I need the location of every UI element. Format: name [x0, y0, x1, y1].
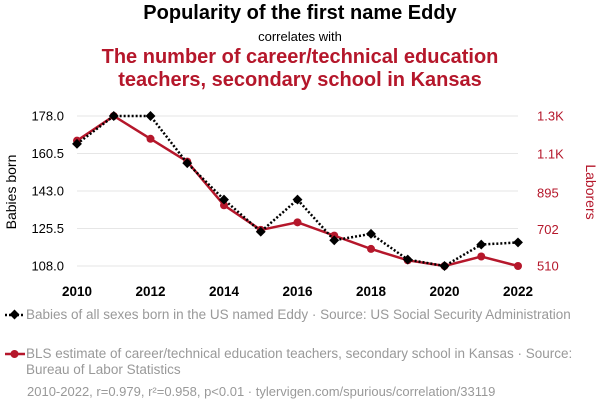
x-tick-label: 2014: [209, 284, 240, 299]
series-teachers-point: [477, 252, 486, 261]
x-tick-label: 2020: [429, 284, 459, 299]
series-eddy-point: [108, 111, 119, 121]
left-axis-label: Babies born: [3, 155, 19, 230]
series-eddy-point: [476, 239, 487, 250]
x-tick-label: 2010: [62, 284, 92, 299]
series-eddy-point: [513, 237, 523, 248]
series-teachers-point: [220, 201, 228, 210]
chart-connector: correlates with: [258, 29, 342, 44]
chart-title: Popularity of the first name Eddy: [143, 2, 457, 24]
series-eddy-point: [366, 228, 376, 239]
chart-subtitle-line2: teachers, secondary school in Kansas: [118, 69, 482, 91]
series-eddy-point: [329, 235, 340, 246]
left-tick-label: 108.0: [31, 259, 64, 274]
series-teachers-point: [514, 262, 522, 270]
series-eddy: [72, 111, 523, 271]
chart-subtitle-line1: The number of career/technical education: [101, 46, 499, 68]
x-tick-label: 2012: [135, 284, 165, 299]
series-eddy-point: [182, 158, 193, 169]
x-tick-label: 2018: [356, 284, 387, 299]
left-axis-ticks: 108.0 125.5 143.0 160.5 178.0: [31, 109, 64, 274]
x-tick-label: 2022: [503, 284, 533, 299]
series-teachers-point: [146, 134, 155, 143]
right-tick-label: 510: [537, 259, 559, 274]
right-tick-label: 1.3K: [537, 109, 564, 124]
series-eddy-point: [145, 111, 156, 121]
x-tick-label: 2016: [282, 284, 313, 299]
left-tick-label: 125.5: [31, 221, 64, 236]
legend-label-eddy: Babies of all sexes born in the US named…: [26, 307, 571, 322]
series-eddy-point: [439, 261, 450, 271]
left-tick-label: 178.0: [31, 109, 64, 124]
footer-stats: 2010-2022, r=0.979, r²=0.958, p<0.01 · t…: [27, 384, 496, 399]
series-teachers-point: [293, 218, 302, 227]
chart-subtitle: The number of career/technical education…: [0, 46, 600, 92]
right-axis-ticks: 510 702 895 1.1K 1.3K: [537, 109, 564, 274]
series-eddy-point: [219, 194, 229, 205]
series-eddy-point: [292, 194, 303, 205]
right-tick-label: 895: [537, 185, 559, 200]
series-eddy-point: [255, 226, 266, 237]
gridlines: [77, 115, 518, 267]
left-tick-label: 160.5: [31, 146, 64, 161]
right-tick-label: 702: [537, 222, 559, 237]
series-teachers-point: [367, 244, 375, 253]
legend-marker-eddy: [5, 309, 25, 320]
legend-label-teachers: BLS estimate of career/technical educati…: [26, 346, 573, 377]
right-tick-label: 1.1K: [537, 146, 564, 161]
legend-marker-teachers: [5, 350, 25, 358]
series-eddy-point: [72, 138, 82, 149]
series-eddy-point: [402, 254, 413, 265]
right-axis-label: Laborers: [583, 164, 599, 219]
x-axis-ticks: 2010 2012 2014 2016 2018 2020 2022: [62, 284, 533, 299]
left-tick-label: 143.0: [31, 184, 64, 199]
